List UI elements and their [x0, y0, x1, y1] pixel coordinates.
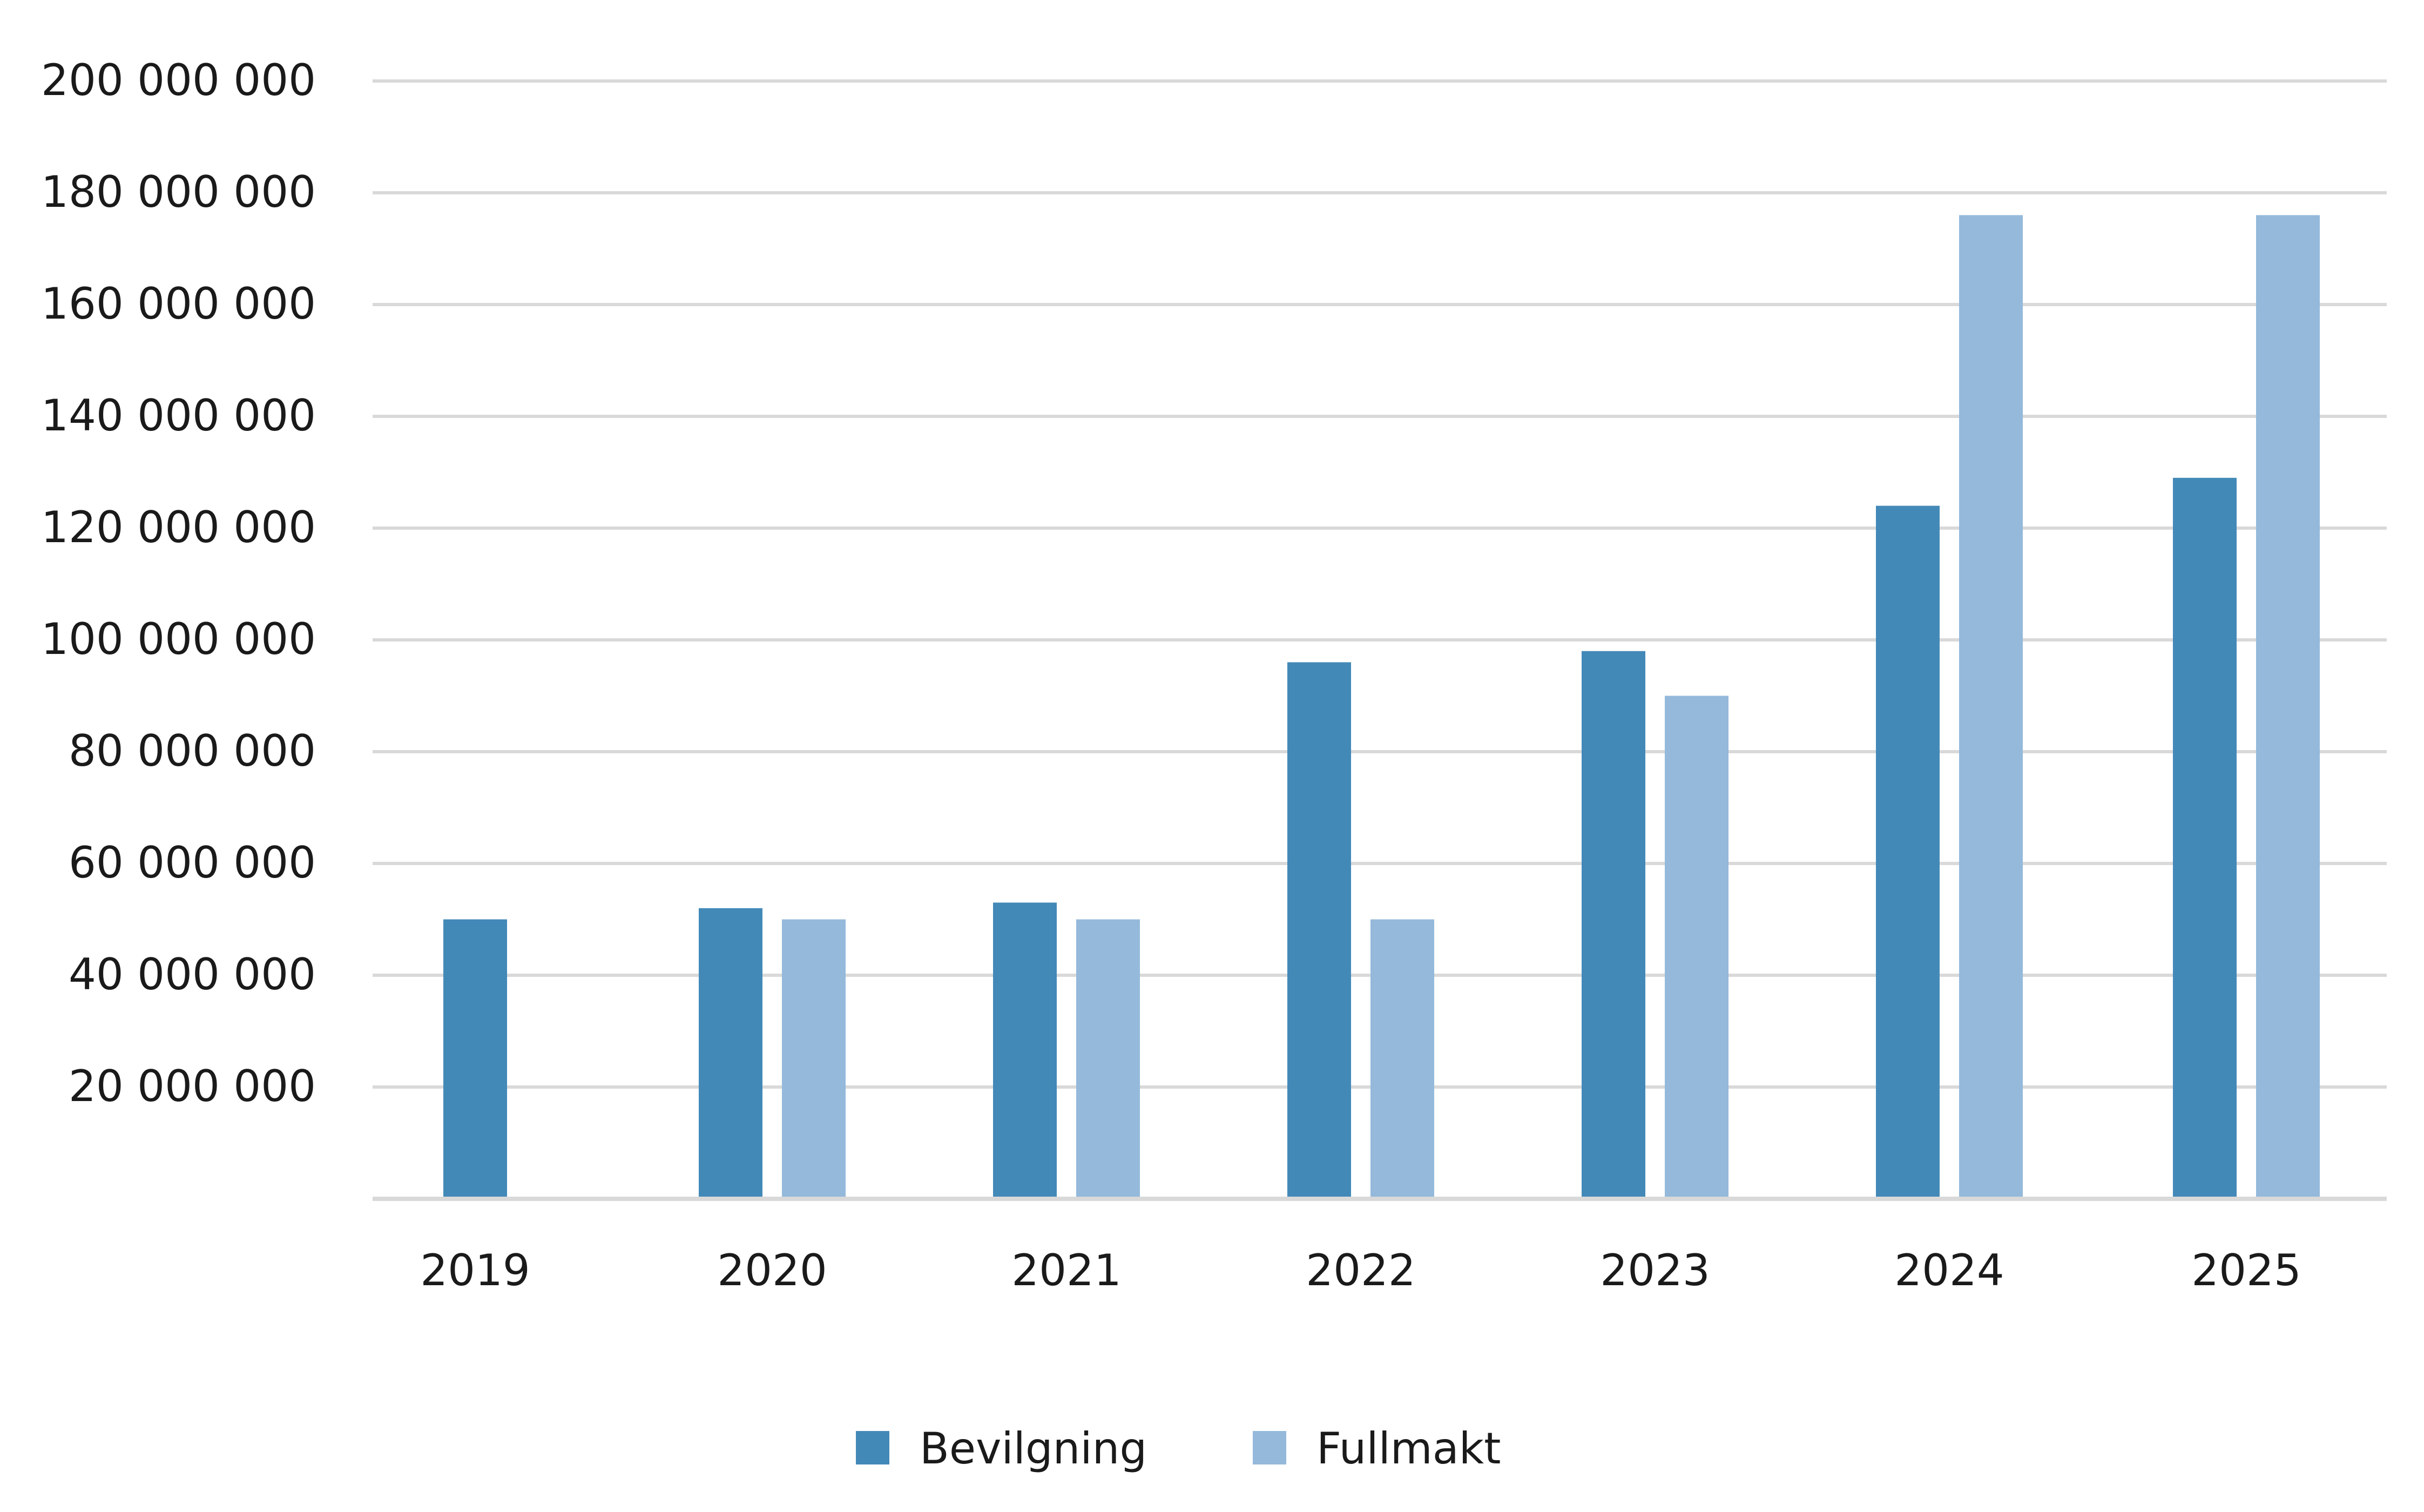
- bar-bevilgning-2019: [443, 919, 507, 1199]
- bar-bevilgning-2020: [699, 908, 762, 1199]
- legend-swatch-fullmakt: [1253, 1431, 1286, 1464]
- y-tick-label: 140 000 000: [41, 390, 316, 441]
- bar-fullmakt-2021: [1076, 919, 1140, 1199]
- bar-fullmakt-2025: [2256, 215, 2320, 1199]
- y-tick-label: 180 000 000: [41, 167, 316, 217]
- bar-bevilgning-2023: [1582, 651, 1645, 1199]
- x-axis: 2019 2020 2021 2022 2023 2024 2025: [420, 1245, 2301, 1295]
- y-axis: 20 000 000 40 000 000 60 000 000 80 000 000…: [41, 55, 316, 1111]
- bar-bevilgning-2021: [993, 902, 1057, 1199]
- x-tick-label: 2021: [1011, 1245, 1122, 1295]
- y-tick-label: 20 000 000: [69, 1061, 316, 1111]
- y-tick-label: 100 000 000: [41, 614, 316, 664]
- legend-label-fullmakt: Fullmakt: [1316, 1423, 1501, 1474]
- y-tick-label: 200 000 000: [41, 55, 316, 105]
- bar-fullmakt-2020: [782, 919, 846, 1199]
- bar-fullmakt-2024: [1959, 215, 2023, 1199]
- bar-bevilgning-2025: [2173, 477, 2237, 1199]
- legend-label-bevilgning: Bevilgning: [920, 1423, 1147, 1474]
- x-tick-label: 2019: [420, 1245, 530, 1295]
- y-tick-label: 80 000 000: [69, 726, 316, 776]
- legend: Bevilgning Fullmakt: [856, 1423, 1501, 1474]
- bar-bevilgning-2022: [1287, 662, 1351, 1199]
- x-tick-label: 2024: [1894, 1245, 2004, 1295]
- bar-bevilgning-2024: [1876, 505, 1940, 1199]
- bar-fullmakt-2023: [1665, 696, 1728, 1199]
- x-tick-label: 2020: [717, 1245, 827, 1295]
- x-tick-label: 2025: [2191, 1245, 2301, 1295]
- y-tick-label: 60 000 000: [69, 838, 316, 888]
- bar-fullmakt-2022: [1370, 919, 1434, 1199]
- x-tick-label: 2022: [1306, 1245, 1416, 1295]
- x-tick-label: 2023: [1600, 1245, 1710, 1295]
- y-tick-label: 40 000 000: [69, 949, 316, 1000]
- bars: [443, 215, 2320, 1199]
- legend-swatch-bevilgning: [856, 1431, 889, 1464]
- y-tick-label: 160 000 000: [41, 279, 316, 329]
- y-tick-label: 120 000 000: [41, 502, 316, 552]
